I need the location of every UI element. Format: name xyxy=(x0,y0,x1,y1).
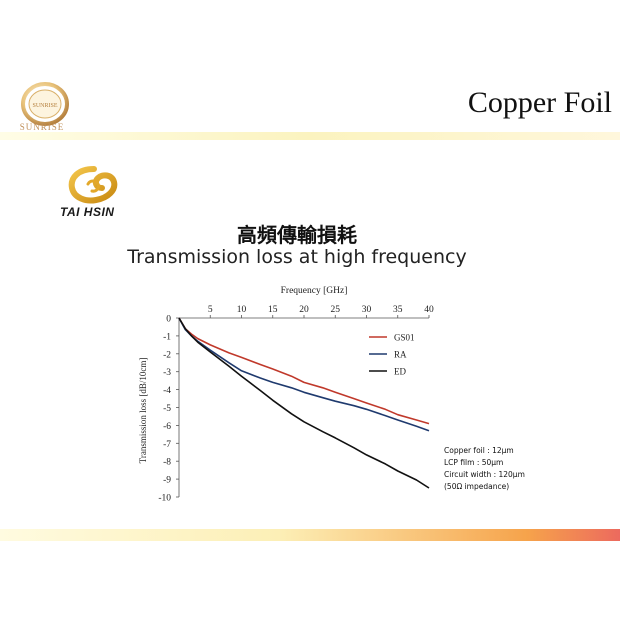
note-line: Copper foil : 12μm xyxy=(444,446,514,455)
taihsin-logo-icon xyxy=(68,166,118,204)
chart-axes: 5 10 15 20 25 30 35 40 0 -1 -2 -3 -4 -5 -6 -7 -8 -9 -10 Fre… xyxy=(138,286,434,504)
x-tick-label: 40 xyxy=(424,305,434,315)
y-tick-label: -5 xyxy=(163,404,171,414)
chart-series xyxy=(178,317,430,489)
slide-title-english: Transmission loss at high frequency xyxy=(127,246,467,268)
sunrise-brand-text: SUNRISE xyxy=(19,122,65,132)
header-divider xyxy=(0,132,620,140)
y-tick-label: -1 xyxy=(163,332,171,342)
y-tick-label: -10 xyxy=(158,494,171,504)
y-tick-label: -6 xyxy=(163,422,171,432)
series-line-ra xyxy=(178,317,430,432)
spec-notes: Copper foil : 12μm LCP film : 50μm Circu… xyxy=(444,445,525,493)
y-tick-label: -7 xyxy=(163,440,171,450)
y-tick-label: -4 xyxy=(163,386,171,396)
y-tick-label: -9 xyxy=(163,476,171,486)
y-axis-title: Transmission loss [dB/10cm] xyxy=(138,358,148,464)
note-line: (50Ω impedance) xyxy=(444,482,510,491)
chart-legend: GS01 RA ED xyxy=(369,333,415,377)
note-line: Circuit width : 120μm xyxy=(444,470,525,479)
x-axis-title: Frequency [GHz] xyxy=(281,286,348,296)
note-line: LCP film : 50μm xyxy=(444,458,504,467)
svg-text:SUNRISE: SUNRISE xyxy=(32,103,57,109)
taihsin-logo-text: TAI HSIN xyxy=(60,205,115,219)
y-tick-label: -3 xyxy=(163,368,171,378)
slide-title-chinese: 高頻傳輸損耗 xyxy=(237,223,357,247)
x-tick-label: 5 xyxy=(208,305,213,315)
x-tick-label: 30 xyxy=(362,305,372,315)
legend-label: RA xyxy=(394,350,407,360)
x-tick-label: 25 xyxy=(331,305,341,315)
page-title: Copper Foil xyxy=(467,86,612,119)
legend-label: ED xyxy=(394,367,406,377)
y-tick-label: 0 xyxy=(166,315,171,325)
x-tick-label: 10 xyxy=(237,305,247,315)
legend-label: GS01 xyxy=(394,333,415,343)
series-line-gs01 xyxy=(178,317,430,425)
x-tick-label: 15 xyxy=(268,305,278,315)
x-tick-label: 35 xyxy=(393,305,403,315)
footer-divider xyxy=(0,529,620,541)
series-line-ed xyxy=(178,317,430,489)
sunrise-logo-icon: SUNRISE xyxy=(21,82,69,126)
y-tick-label: -8 xyxy=(163,458,171,468)
x-tick-label: 20 xyxy=(299,305,309,315)
y-tick-label: -2 xyxy=(163,350,171,360)
